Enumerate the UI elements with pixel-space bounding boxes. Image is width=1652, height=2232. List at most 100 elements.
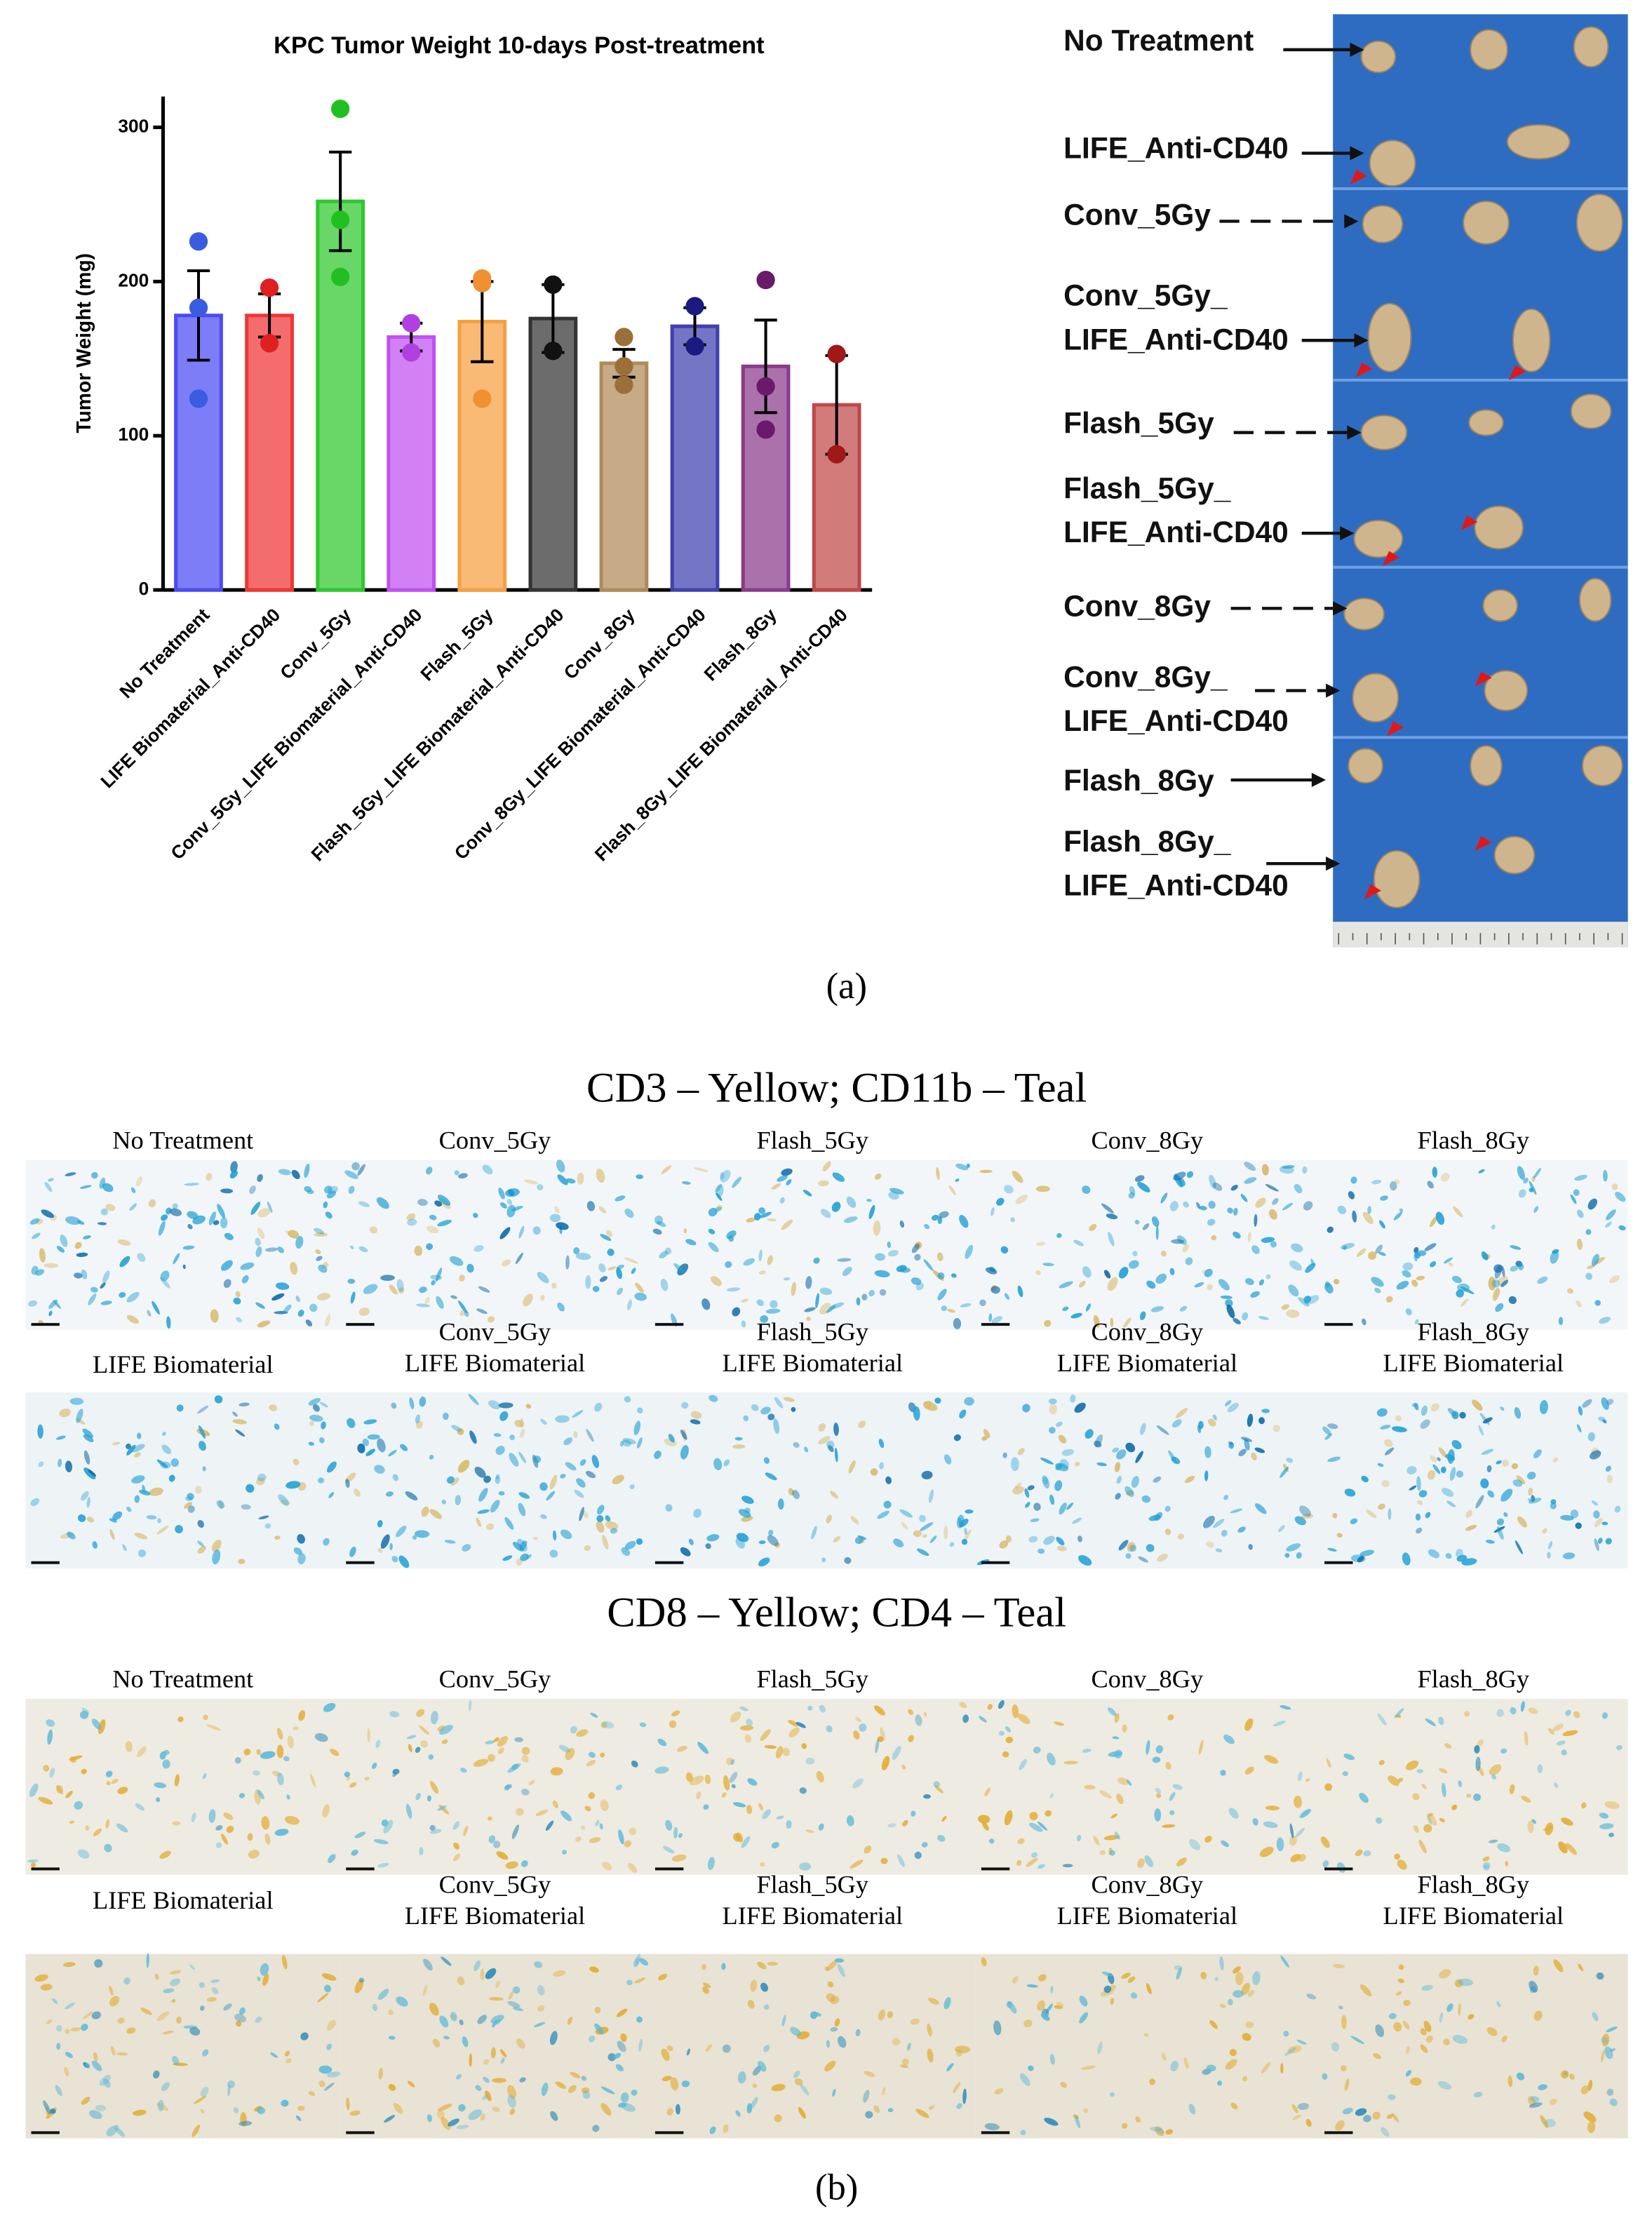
cell — [239, 2120, 253, 2126]
cell — [1326, 1758, 1331, 1768]
cell — [468, 1700, 472, 1712]
cell — [951, 1273, 957, 1278]
cell — [1110, 1984, 1117, 1990]
cell — [214, 1395, 223, 1404]
cell — [956, 2103, 962, 2109]
cell — [865, 2111, 873, 2119]
cell — [816, 1770, 824, 1783]
cell — [948, 1185, 956, 1195]
cell — [152, 1300, 160, 1315]
cell — [528, 1780, 535, 1786]
cell — [758, 1211, 772, 1218]
cell — [1301, 1513, 1314, 1519]
cell — [537, 1272, 549, 1284]
tile-label-line: No Treatment — [112, 1127, 253, 1155]
cell — [1083, 2108, 1089, 2113]
cell — [776, 1815, 784, 1820]
cell — [1019, 1759, 1027, 1770]
cell — [774, 2114, 782, 2123]
cell — [1609, 1275, 1620, 1284]
cell — [852, 1778, 864, 1789]
cell — [325, 1314, 331, 1327]
cell — [512, 1986, 521, 1994]
cell — [758, 1803, 763, 1811]
cell — [1212, 1414, 1217, 1420]
cell — [1585, 1272, 1592, 1280]
cell — [1363, 2114, 1371, 2123]
cell — [1531, 1819, 1536, 1824]
cell — [291, 1169, 300, 1179]
cell — [300, 2032, 309, 2041]
cell — [1397, 1978, 1404, 1984]
cell — [760, 1406, 771, 1415]
cell — [1229, 2048, 1237, 2057]
cell — [1030, 1518, 1040, 1523]
cell — [920, 1522, 934, 1531]
cell — [828, 1445, 834, 1453]
cell — [1580, 2085, 1590, 2095]
cell — [419, 1396, 427, 1407]
cell — [774, 1542, 780, 1548]
cell — [441, 1499, 446, 1505]
cell — [763, 2045, 770, 2052]
cell — [220, 1188, 234, 1194]
cell — [734, 1437, 743, 1441]
cell — [878, 2009, 886, 2021]
cell — [880, 1727, 885, 1740]
cell — [959, 1215, 969, 1228]
cell — [1403, 1999, 1411, 2006]
cell — [959, 1702, 967, 1709]
cell — [788, 1488, 795, 1496]
cell — [38, 1461, 44, 1467]
cell — [125, 1741, 133, 1752]
cell — [533, 1455, 542, 1463]
cell — [1198, 1740, 1204, 1755]
cell — [176, 2016, 182, 2024]
cell — [1227, 1402, 1239, 1413]
cell — [223, 2003, 232, 2011]
cell — [391, 1555, 398, 1563]
cell — [657, 1738, 667, 1747]
cell — [116, 1823, 128, 1833]
cell — [750, 1979, 758, 1992]
cell — [1165, 1761, 1171, 1770]
cell — [1576, 1424, 1582, 1433]
cell — [1529, 2102, 1543, 2108]
cell — [437, 2104, 452, 2111]
cell — [255, 1246, 262, 1258]
cell — [1035, 1242, 1046, 1246]
cell — [1002, 1452, 1007, 1458]
cell — [1172, 1784, 1183, 1790]
cell — [161, 2082, 170, 2092]
cell — [1552, 1723, 1564, 1732]
cell — [870, 1468, 878, 1476]
cell — [106, 1781, 111, 1786]
cell — [1096, 1462, 1107, 1467]
cell — [1439, 1768, 1448, 1774]
cell — [549, 1549, 558, 1558]
cell — [322, 1804, 330, 1818]
cell — [1149, 2078, 1155, 2085]
cell — [117, 2017, 125, 2024]
cell — [1576, 1238, 1583, 1251]
cell — [664, 1247, 672, 1255]
cell — [617, 2041, 626, 2052]
cell — [1397, 1777, 1404, 1783]
data-point — [827, 445, 846, 464]
cell — [314, 1232, 328, 1237]
cell — [889, 1188, 904, 1195]
cell — [1439, 1817, 1446, 1822]
cell — [710, 1276, 722, 1286]
cell — [1228, 1441, 1233, 1446]
cell — [605, 1521, 619, 1530]
tile-label: Flash_5Gy — [756, 1127, 868, 1155]
cell — [866, 1199, 872, 1202]
cell — [1399, 1208, 1404, 1213]
cell — [131, 1475, 145, 1484]
cell — [1049, 1793, 1054, 1799]
cell — [535, 1809, 548, 1816]
label-arrowhead — [1340, 526, 1355, 541]
cell — [389, 1284, 398, 1295]
cell — [631, 1760, 638, 1768]
cell — [429, 1214, 437, 1221]
